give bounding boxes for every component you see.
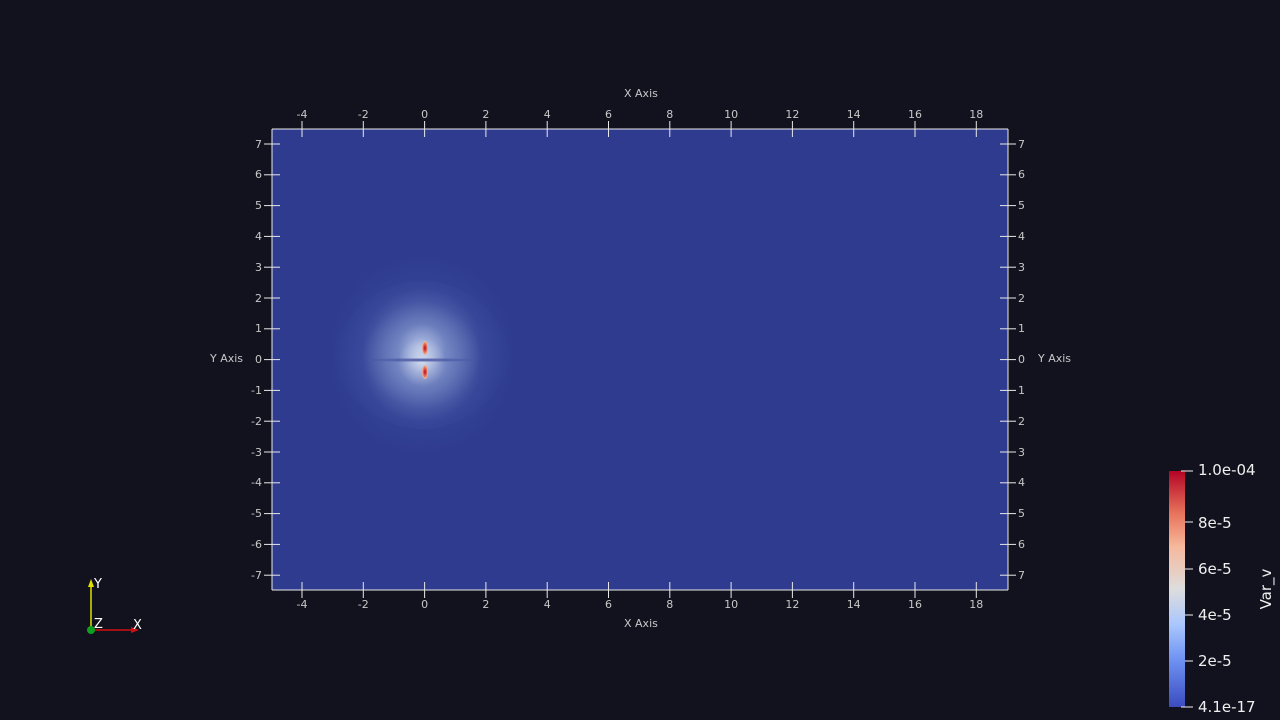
hotspot-gap [372, 358, 472, 362]
orientation-axes-widget[interactable]: Y Z X [80, 575, 150, 640]
colorbar-label-4e-5: 4e-5 [1198, 606, 1232, 624]
colorbar-gradient [1169, 471, 1185, 707]
x-tick-label-bottom: 12 [785, 597, 800, 611]
x-tick-label-bottom: 8 [666, 597, 674, 611]
y-tick-label-left: 4 [255, 229, 262, 243]
x-tick-label-top: 18 [969, 107, 984, 121]
y-tick-label-left: -7 [251, 568, 262, 582]
y-tick-label-left: -3 [251, 445, 262, 459]
y-tick-label-left: -4 [251, 476, 262, 490]
x-tick-label-bottom: 18 [969, 597, 984, 611]
y-tick-label-left: 3 [255, 260, 262, 274]
x-tick-label-top: 4 [543, 107, 551, 121]
x-tick-label-top: 10 [724, 107, 739, 121]
x-tick-label-bottom: 16 [908, 597, 922, 611]
x-tick-label-top: 8 [666, 107, 674, 121]
y-tick-label-right: 5 [1018, 507, 1025, 521]
y-tick-label-right: 1 [1018, 383, 1025, 397]
y-tick-label-left: 7 [255, 137, 262, 151]
y-tick-label-right: 7 [1018, 568, 1025, 582]
hotspot-upper [422, 341, 428, 355]
x-tick-label-top: -2 [357, 107, 369, 121]
x-tick-label-bottom: 10 [724, 597, 739, 611]
orientation-x-label: X [133, 618, 142, 633]
x-tick-label-bottom: 0 [421, 597, 429, 611]
x-tick-label-top: 16 [908, 107, 922, 121]
x-tick-label-bottom: 4 [543, 597, 551, 611]
x-tick-label-top: 14 [846, 107, 861, 121]
y-tick-label-left: 5 [255, 199, 262, 213]
y-tick-label-left: 6 [255, 168, 262, 182]
orientation-y-label: Y [94, 577, 102, 592]
colorbar-label-8e-5: 8e-5 [1198, 514, 1232, 532]
x-tick-label-bottom: 2 [482, 597, 490, 611]
y-tick-label-left: 0 [255, 353, 262, 367]
x-tick-label-bottom: 6 [605, 597, 612, 611]
hotspot-lower [422, 365, 428, 379]
y-tick-label-left: 2 [255, 291, 262, 305]
y-axis-title-right: Y Axis [1038, 352, 1072, 365]
x-tick-label-top: 6 [605, 107, 612, 121]
y-tick-label-right: 6 [1018, 168, 1025, 182]
x-tick-label-bottom: 14 [846, 597, 861, 611]
y-tick-label-right: 4 [1018, 229, 1025, 243]
y-tick-label-left: -2 [251, 414, 262, 428]
y-tick-label-right: 4 [1018, 476, 1025, 490]
x-axis-title-bottom: X Axis [624, 617, 658, 630]
y-tick-label-left: 1 [255, 322, 262, 336]
y-tick-label-left: -5 [251, 507, 262, 521]
x-tick-label-top: 12 [785, 107, 800, 121]
colorbar-title: Var_v [1257, 568, 1275, 610]
scalar-field-plot[interactable] [272, 129, 1008, 590]
x-tick-label-top: 0 [421, 107, 429, 121]
colorbar-label-max: 1.0e-04 [1198, 461, 1256, 479]
y-axis-title-left: Y Axis [210, 352, 244, 365]
y-tick-label-right: 6 [1018, 537, 1025, 551]
y-tick-label-right: 3 [1018, 260, 1025, 274]
x-tick-label-top: -4 [296, 107, 308, 121]
colorbar-ticks [1181, 470, 1193, 708]
x-tick-label-bottom: -4 [296, 597, 308, 611]
colorbar-label-6e-5: 6e-5 [1198, 560, 1232, 578]
x-tick-label-bottom: -2 [357, 597, 369, 611]
colorbar-label-2e-5: 2e-5 [1198, 652, 1232, 670]
orientation-z-label: Z [94, 617, 103, 632]
y-tick-label-left: -1 [251, 383, 262, 397]
y-tick-label-right: 2 [1018, 291, 1025, 305]
x-axis-title-top: X Axis [624, 87, 658, 100]
y-tick-label-right: 7 [1018, 137, 1025, 151]
y-tick-label-right: 1 [1018, 322, 1025, 336]
y-tick-label-right: 2 [1018, 414, 1025, 428]
y-tick-label-left: -6 [251, 537, 262, 551]
y-tick-label-right: 0 [1018, 353, 1025, 367]
colorbar-label-min: 4.1e-17 [1198, 698, 1256, 716]
y-tick-label-right: 5 [1018, 199, 1025, 213]
orientation-axes-icon [87, 579, 139, 634]
y-tick-label-right: 3 [1018, 445, 1025, 459]
x-tick-label-top: 2 [482, 107, 490, 121]
